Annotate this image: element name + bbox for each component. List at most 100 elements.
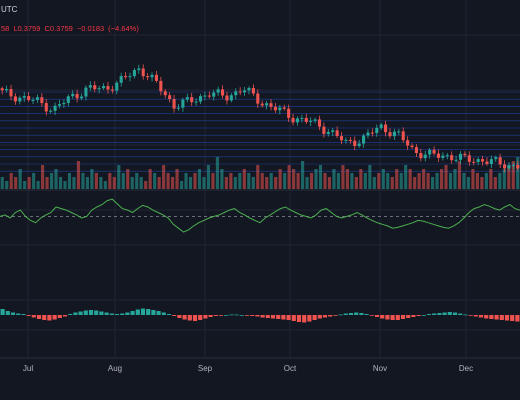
candle-body xyxy=(146,76,150,78)
histogram-bar xyxy=(156,311,161,315)
candle-body xyxy=(384,124,388,133)
candle-body xyxy=(0,88,4,91)
candle-body xyxy=(503,164,507,169)
volume-bar xyxy=(179,181,184,189)
histogram-bar xyxy=(333,315,338,316)
candle-body xyxy=(419,152,423,159)
candle-body xyxy=(467,155,471,162)
histogram-bar xyxy=(5,311,10,315)
candle-body xyxy=(357,143,361,147)
volume-bar xyxy=(386,173,390,189)
volume-bar xyxy=(305,177,309,189)
candle-body xyxy=(18,97,22,102)
candle-body xyxy=(49,110,53,112)
x-tick-label: Dec xyxy=(459,364,473,373)
volume-bar xyxy=(269,173,273,189)
candle-body xyxy=(119,76,123,83)
volume-bar xyxy=(103,181,107,189)
histogram-bar xyxy=(161,312,166,315)
candle-body xyxy=(379,124,383,128)
ohlc-close-label: C xyxy=(44,24,50,33)
histogram-bar xyxy=(489,315,494,319)
volume-bar xyxy=(193,173,197,189)
volume-bar xyxy=(444,165,448,189)
candle-body xyxy=(137,68,141,71)
volume-bar xyxy=(144,181,148,189)
volume-bar xyxy=(507,165,511,189)
histogram-bar xyxy=(338,314,343,316)
ohlc-close: C0.3759 xyxy=(44,22,72,36)
candle-body xyxy=(115,82,119,91)
histogram-bar xyxy=(447,312,452,315)
histogram-bar xyxy=(385,315,390,320)
histogram-bar xyxy=(296,315,302,322)
histogram-bar xyxy=(36,315,42,319)
histogram-bar xyxy=(94,310,99,315)
histogram-bar xyxy=(0,309,5,315)
histogram-bar xyxy=(146,309,151,315)
candle-body xyxy=(414,147,418,153)
volume-bar xyxy=(108,173,112,189)
candle-body xyxy=(44,103,48,112)
candle-body xyxy=(498,157,502,165)
candle-body xyxy=(132,70,136,77)
candle-body xyxy=(106,86,110,90)
candle-body xyxy=(97,88,101,90)
histogram-bar xyxy=(348,313,354,315)
candle-body xyxy=(375,127,379,134)
candle-body xyxy=(57,104,62,106)
histogram-bar xyxy=(426,314,432,315)
candle-body xyxy=(176,107,181,109)
volume-bar xyxy=(251,177,255,189)
volume-bar xyxy=(318,165,323,189)
horizontal-levels xyxy=(0,91,520,172)
candle-body xyxy=(141,68,145,77)
candle-body xyxy=(84,87,88,97)
candle-body xyxy=(247,87,251,91)
volume-bar xyxy=(5,181,9,189)
volume-bar xyxy=(350,173,354,189)
histogram-bar xyxy=(244,315,250,316)
histogram-bar xyxy=(354,312,359,315)
candle-body xyxy=(322,126,326,134)
histogram-bar xyxy=(172,315,177,316)
volume-bar xyxy=(439,169,444,189)
volume-bar xyxy=(368,165,372,189)
candle-body xyxy=(458,153,463,160)
volume-bar xyxy=(121,173,125,189)
volume-bar xyxy=(224,177,228,189)
histogram-bar xyxy=(400,315,406,319)
histogram-bar xyxy=(198,315,203,320)
volume-bar xyxy=(498,173,502,189)
volume-bar xyxy=(202,177,206,189)
volume-bar xyxy=(27,177,31,189)
histogram-bar xyxy=(114,314,120,315)
histogram-bar xyxy=(468,315,473,316)
ohlc-low: L0.3759 xyxy=(13,22,40,36)
volume-bar xyxy=(359,169,363,189)
candle-body xyxy=(344,139,348,141)
candle-body xyxy=(304,117,308,122)
volume-bar xyxy=(431,177,435,189)
candle-body xyxy=(31,99,35,101)
symbol-header[interactable]: UTC xyxy=(0,3,17,17)
volume-bar xyxy=(489,169,493,189)
volume-bar xyxy=(327,177,332,189)
candle-body xyxy=(309,120,313,122)
candle-body xyxy=(331,130,335,132)
volume-bar xyxy=(323,173,327,189)
histogram-bar xyxy=(265,315,270,318)
candle-body xyxy=(185,97,189,100)
histogram-bar xyxy=(494,315,499,320)
volume-bar xyxy=(453,169,457,189)
volume-bar xyxy=(475,173,479,189)
histogram-bar xyxy=(515,315,520,322)
candle-body xyxy=(221,89,225,96)
histogram-bar xyxy=(442,312,447,315)
candle-body xyxy=(71,93,75,97)
volume-bar xyxy=(76,161,81,189)
symbol-label: UTC xyxy=(1,5,18,14)
candle-body xyxy=(441,155,445,158)
histogram-bar xyxy=(276,315,281,319)
